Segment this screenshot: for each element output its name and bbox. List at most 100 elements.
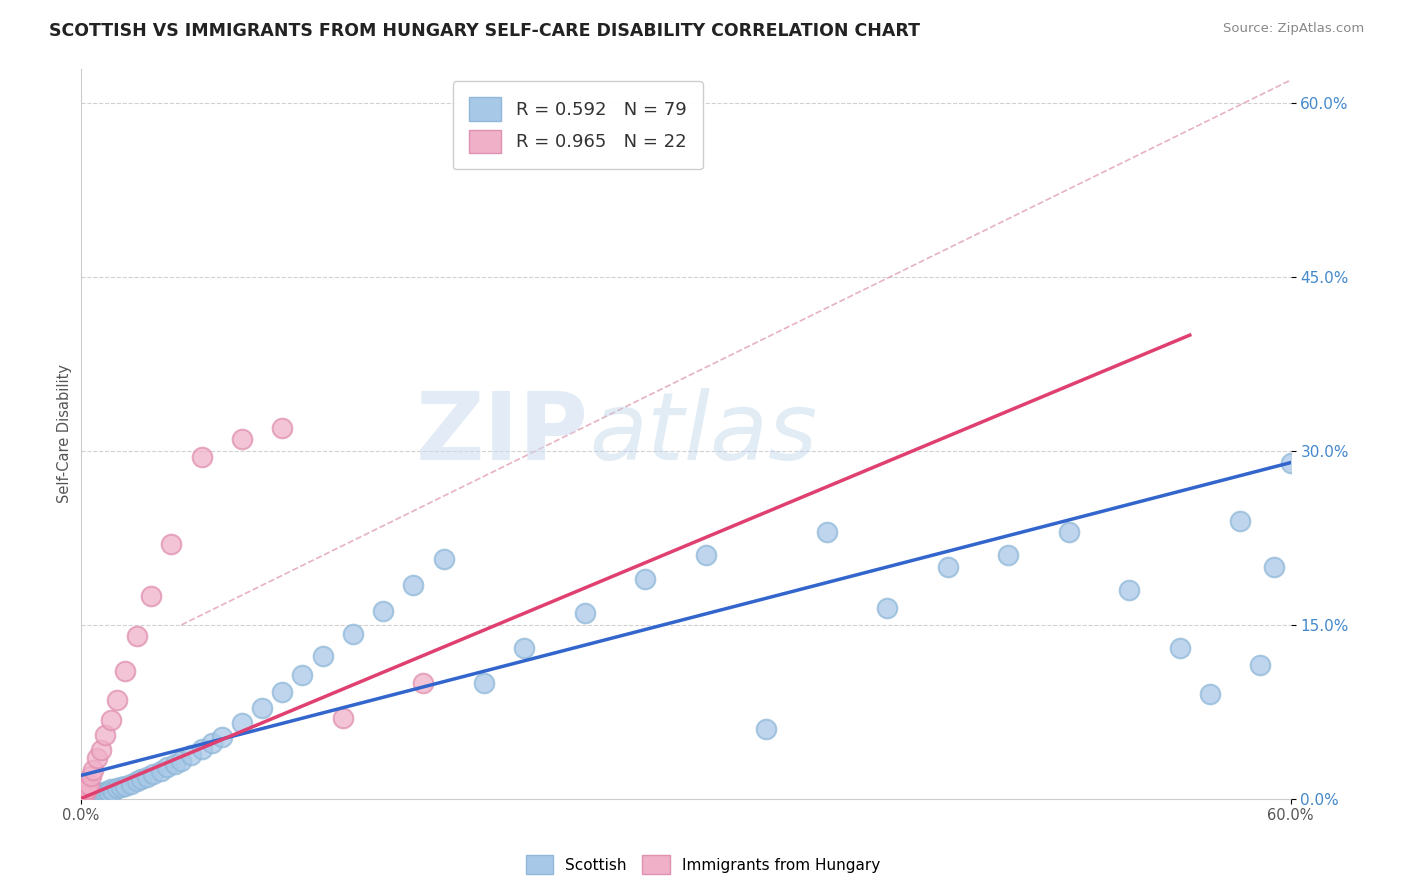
Text: Source: ZipAtlas.com: Source: ZipAtlas.com xyxy=(1223,22,1364,36)
Point xyxy=(77,789,100,804)
Point xyxy=(190,742,212,756)
Point xyxy=(125,774,148,789)
Point xyxy=(73,789,96,803)
Point xyxy=(114,779,136,793)
Point xyxy=(150,764,173,778)
Point xyxy=(332,711,354,725)
Point xyxy=(82,763,104,777)
Point xyxy=(90,743,112,757)
Point xyxy=(110,780,132,794)
Point xyxy=(83,789,105,803)
Point xyxy=(170,754,193,768)
Point xyxy=(142,767,165,781)
Point xyxy=(402,578,425,592)
Point xyxy=(72,789,94,803)
Point xyxy=(371,604,394,618)
Point xyxy=(79,789,101,803)
Point xyxy=(997,549,1019,563)
Point xyxy=(271,421,294,435)
Point xyxy=(76,780,98,794)
Point xyxy=(1118,583,1140,598)
Point xyxy=(1249,658,1271,673)
Point xyxy=(136,770,159,784)
Point xyxy=(250,701,273,715)
Point xyxy=(412,676,434,690)
Point xyxy=(342,627,364,641)
Point xyxy=(432,551,454,566)
Point xyxy=(876,600,898,615)
Point xyxy=(73,786,96,800)
Point xyxy=(82,789,104,803)
Point xyxy=(1263,560,1285,574)
Point xyxy=(82,789,104,804)
Point xyxy=(73,789,96,803)
Point xyxy=(76,782,98,797)
Point xyxy=(129,772,152,786)
Point xyxy=(91,786,114,800)
Point xyxy=(86,789,108,803)
Point xyxy=(79,789,101,804)
Point xyxy=(79,768,101,782)
Legend: R = 0.592   N = 79, R = 0.965   N = 22: R = 0.592 N = 79, R = 0.965 N = 22 xyxy=(453,81,703,169)
Point xyxy=(77,789,100,803)
Point xyxy=(231,433,253,447)
Point xyxy=(755,723,778,737)
Point xyxy=(100,782,122,797)
Point xyxy=(139,589,162,603)
Point xyxy=(96,783,118,797)
Point xyxy=(90,786,112,800)
Point xyxy=(97,785,120,799)
Point xyxy=(1199,688,1222,702)
Point xyxy=(100,713,122,727)
Point xyxy=(86,751,108,765)
Point xyxy=(72,789,94,803)
Point xyxy=(1057,525,1080,540)
Legend: Scottish, Immigrants from Hungary: Scottish, Immigrants from Hungary xyxy=(520,849,886,880)
Point xyxy=(87,786,110,800)
Point xyxy=(695,549,717,563)
Point xyxy=(211,731,233,745)
Point xyxy=(634,572,657,586)
Point xyxy=(83,787,105,801)
Point xyxy=(311,649,333,664)
Point xyxy=(513,641,536,656)
Point xyxy=(76,789,98,804)
Point xyxy=(120,777,142,791)
Point xyxy=(574,607,596,621)
Point xyxy=(180,747,202,762)
Text: SCOTTISH VS IMMIGRANTS FROM HUNGARY SELF-CARE DISABILITY CORRELATION CHART: SCOTTISH VS IMMIGRANTS FROM HUNGARY SELF… xyxy=(49,22,920,40)
Point xyxy=(72,790,94,805)
Point xyxy=(73,790,96,805)
Point xyxy=(72,790,94,805)
Point xyxy=(105,781,128,796)
Point xyxy=(1229,514,1251,528)
Point xyxy=(190,450,212,464)
Point xyxy=(76,789,98,804)
Point xyxy=(79,787,101,801)
Point xyxy=(165,756,187,771)
Point xyxy=(271,685,294,699)
Point xyxy=(114,665,136,679)
Point xyxy=(1279,456,1302,470)
Point xyxy=(201,736,224,750)
Point xyxy=(160,537,183,551)
Point xyxy=(93,728,115,742)
Point xyxy=(156,760,179,774)
Point xyxy=(101,783,124,797)
Text: ZIP: ZIP xyxy=(416,388,589,480)
Point xyxy=(77,789,100,804)
Point xyxy=(72,789,94,804)
Point xyxy=(76,789,98,803)
Point xyxy=(72,789,94,804)
Point xyxy=(1168,641,1191,656)
Point xyxy=(76,790,98,805)
Point xyxy=(73,789,96,804)
Point xyxy=(77,778,100,792)
Point xyxy=(815,525,838,540)
Point xyxy=(73,789,96,804)
Point xyxy=(231,716,253,731)
Point xyxy=(93,785,115,799)
Point xyxy=(73,781,96,796)
Point xyxy=(73,790,96,805)
Point xyxy=(86,787,108,801)
